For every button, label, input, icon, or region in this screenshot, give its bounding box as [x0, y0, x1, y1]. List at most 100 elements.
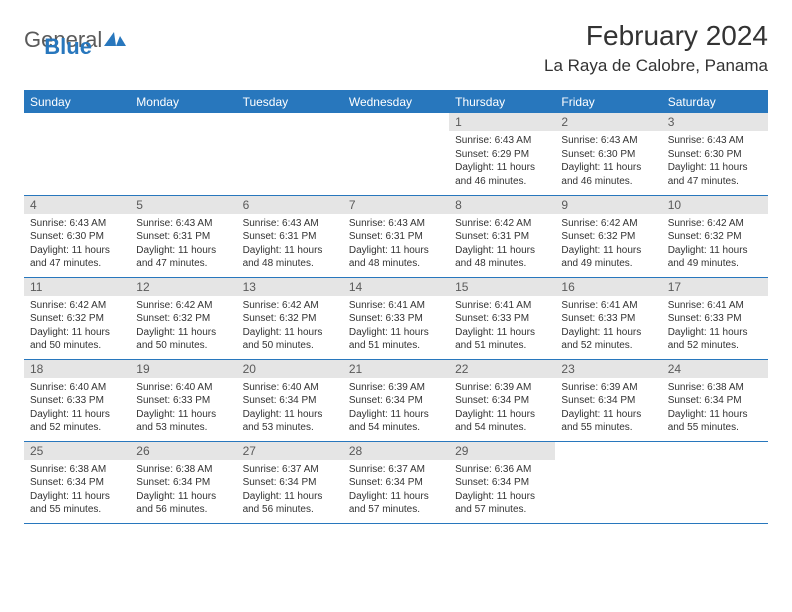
day-line: Sunrise: 6:41 AM	[561, 299, 655, 313]
day-line: Sunrise: 6:36 AM	[455, 463, 549, 477]
day-line: Sunrise: 6:40 AM	[243, 381, 337, 395]
day-line: Sunrise: 6:42 AM	[561, 217, 655, 231]
calendar-cell: 22Sunrise: 6:39 AMSunset: 6:34 PMDayligh…	[449, 359, 555, 441]
day-number: 2	[555, 113, 661, 131]
weekday-header: Tuesday	[237, 91, 343, 113]
day-line: Sunset: 6:34 PM	[349, 476, 443, 490]
calendar-cell: 28Sunrise: 6:37 AMSunset: 6:34 PMDayligh…	[343, 441, 449, 523]
calendar-cell: 15 Sunrise: 6:41 AMSunset: 6:33 PMDayligh…	[449, 277, 555, 359]
day-line: Daylight: 11 hours and 50 minutes.	[136, 326, 230, 353]
calendar-row: 18Sunrise: 6:40 AMSunset: 6:33 PMDayligh…	[24, 359, 768, 441]
day-line: Sunset: 6:31 PM	[349, 230, 443, 244]
calendar-row: 25Sunrise: 6:38 AMSunset: 6:34 PMDayligh…	[24, 441, 768, 523]
day-number: 23	[555, 360, 661, 378]
day-number: 4	[24, 196, 130, 214]
day-number: 1	[449, 113, 555, 131]
day-number: 22	[449, 360, 555, 378]
day-line: Sunset: 6:31 PM	[243, 230, 337, 244]
calendar-head: Sunday Monday Tuesday Wednesday Thursday…	[24, 91, 768, 113]
calendar-cell	[24, 113, 130, 195]
day-content: Sunrise: 6:41 AMSunset: 6:33 PMDaylight:…	[662, 296, 768, 356]
calendar-cell	[130, 113, 236, 195]
day-number: 3	[662, 113, 768, 131]
day-content: Sunrise: 6:37 AMSunset: 6:34 PMDaylight:…	[343, 460, 449, 520]
day-line: Daylight: 11 hours and 56 minutes.	[243, 490, 337, 517]
day-line: Sunset: 6:32 PM	[30, 312, 124, 326]
calendar-cell: 2Sunrise: 6:43 AMSunset: 6:30 PMDaylight…	[555, 113, 661, 195]
day-line: Sunrise: 6:43 AM	[30, 217, 124, 231]
day-number: 15	[449, 278, 555, 296]
weekday-header: Friday	[555, 91, 661, 113]
day-content: Sunrise: 6:40 AMSunset: 6:33 PMDaylight:…	[24, 378, 130, 438]
day-line: Sunset: 6:33 PM	[455, 312, 549, 326]
day-content: Sunrise: 6:42 AMSunset: 6:32 PMDaylight:…	[130, 296, 236, 356]
day-line: Daylight: 11 hours and 54 minutes.	[455, 408, 549, 435]
day-line: Sunrise: 6:41 AM	[668, 299, 762, 313]
day-number: 19	[130, 360, 236, 378]
calendar-cell: 29Sunrise: 6:36 AMSunset: 6:34 PMDayligh…	[449, 441, 555, 523]
day-line: Daylight: 11 hours and 53 minutes.	[136, 408, 230, 435]
calendar-cell: 21Sunrise: 6:39 AMSunset: 6:34 PMDayligh…	[343, 359, 449, 441]
day-line: Sunrise: 6:41 AM	[455, 299, 549, 313]
calendar-cell: 19Sunrise: 6:40 AMSunset: 6:33 PMDayligh…	[130, 359, 236, 441]
calendar-cell: 11Sunrise: 6:42 AMSunset: 6:32 PMDayligh…	[24, 277, 130, 359]
day-content: Sunrise: 6:43 AMSunset: 6:31 PMDaylight:…	[130, 214, 236, 274]
day-number: 6	[237, 196, 343, 214]
calendar-table: Sunday Monday Tuesday Wednesday Thursday…	[24, 91, 768, 524]
logo-text-2: Blue	[44, 34, 92, 59]
calendar-cell: 17Sunrise: 6:41 AMSunset: 6:33 PMDayligh…	[662, 277, 768, 359]
day-line: Daylight: 11 hours and 47 minutes.	[136, 244, 230, 271]
calendar-cell: 4Sunrise: 6:43 AMSunset: 6:30 PMDaylight…	[24, 195, 130, 277]
calendar-cell: 1Sunrise: 6:43 AMSunset: 6:29 PMDaylight…	[449, 113, 555, 195]
day-line: Sunset: 6:34 PM	[349, 394, 443, 408]
title-block: February 2024 La Raya de Calobre, Panama	[544, 20, 768, 78]
day-line: Sunrise: 6:41 AM	[349, 299, 443, 313]
day-line: Daylight: 11 hours and 50 minutes.	[30, 326, 124, 353]
day-line: Sunset: 6:30 PM	[30, 230, 124, 244]
calendar-row: 4Sunrise: 6:43 AMSunset: 6:30 PMDaylight…	[24, 195, 768, 277]
day-line: Sunrise: 6:42 AM	[668, 217, 762, 231]
day-content: Sunrise: 6:40 AMSunset: 6:33 PMDaylight:…	[130, 378, 236, 438]
day-line: Daylight: 11 hours and 55 minutes.	[668, 408, 762, 435]
calendar-cell: 7Sunrise: 6:43 AMSunset: 6:31 PMDaylight…	[343, 195, 449, 277]
day-line: Sunrise: 6:39 AM	[561, 381, 655, 395]
day-line: Sunrise: 6:43 AM	[349, 217, 443, 231]
calendar-cell: 5Sunrise: 6:43 AMSunset: 6:31 PMDaylight…	[130, 195, 236, 277]
day-content: Sunrise: 6:36 AMSunset: 6:34 PMDaylight:…	[449, 460, 555, 520]
day-line: Sunset: 6:30 PM	[668, 148, 762, 162]
day-content: Sunrise: 6:42 AMSunset: 6:32 PMDaylight:…	[24, 296, 130, 356]
day-line: Sunrise: 6:42 AM	[243, 299, 337, 313]
day-line: Daylight: 11 hours and 56 minutes.	[136, 490, 230, 517]
calendar-cell: 26Sunrise: 6:38 AMSunset: 6:34 PMDayligh…	[130, 441, 236, 523]
day-number: 9	[555, 196, 661, 214]
day-line: Daylight: 11 hours and 51 minutes.	[455, 326, 549, 353]
day-line: Sunrise: 6:43 AM	[243, 217, 337, 231]
day-line: Sunset: 6:32 PM	[243, 312, 337, 326]
day-number: 20	[237, 360, 343, 378]
day-number: 27	[237, 442, 343, 460]
day-number: 13	[237, 278, 343, 296]
day-number: 12	[130, 278, 236, 296]
calendar-cell: 3Sunrise: 6:43 AMSunset: 6:30 PMDaylight…	[662, 113, 768, 195]
calendar-cell: 20Sunrise: 6:40 AMSunset: 6:34 PMDayligh…	[237, 359, 343, 441]
day-content: Sunrise: 6:43 AMSunset: 6:30 PMDaylight:…	[662, 131, 768, 191]
day-line: Daylight: 11 hours and 55 minutes.	[561, 408, 655, 435]
calendar-cell: 27Sunrise: 6:37 AMSunset: 6:34 PMDayligh…	[237, 441, 343, 523]
day-line: Sunrise: 6:39 AM	[349, 381, 443, 395]
day-line: Sunset: 6:31 PM	[455, 230, 549, 244]
day-number: 29	[449, 442, 555, 460]
day-line: Daylight: 11 hours and 53 minutes.	[243, 408, 337, 435]
day-line: Sunrise: 6:42 AM	[30, 299, 124, 313]
calendar-row: 1Sunrise: 6:43 AMSunset: 6:29 PMDaylight…	[24, 113, 768, 195]
day-number: 7	[343, 196, 449, 214]
day-number: 18	[24, 360, 130, 378]
day-line: Daylight: 11 hours and 57 minutes.	[455, 490, 549, 517]
day-content: Sunrise: 6:38 AMSunset: 6:34 PMDaylight:…	[662, 378, 768, 438]
calendar-cell: 12Sunrise: 6:42 AMSunset: 6:32 PMDayligh…	[130, 277, 236, 359]
day-line: Daylight: 11 hours and 52 minutes.	[30, 408, 124, 435]
calendar-cell	[343, 113, 449, 195]
day-number: 24	[662, 360, 768, 378]
day-line: Sunset: 6:34 PM	[455, 394, 549, 408]
day-line: Sunrise: 6:42 AM	[455, 217, 549, 231]
day-content: Sunrise: 6:42 AMSunset: 6:32 PMDaylight:…	[237, 296, 343, 356]
